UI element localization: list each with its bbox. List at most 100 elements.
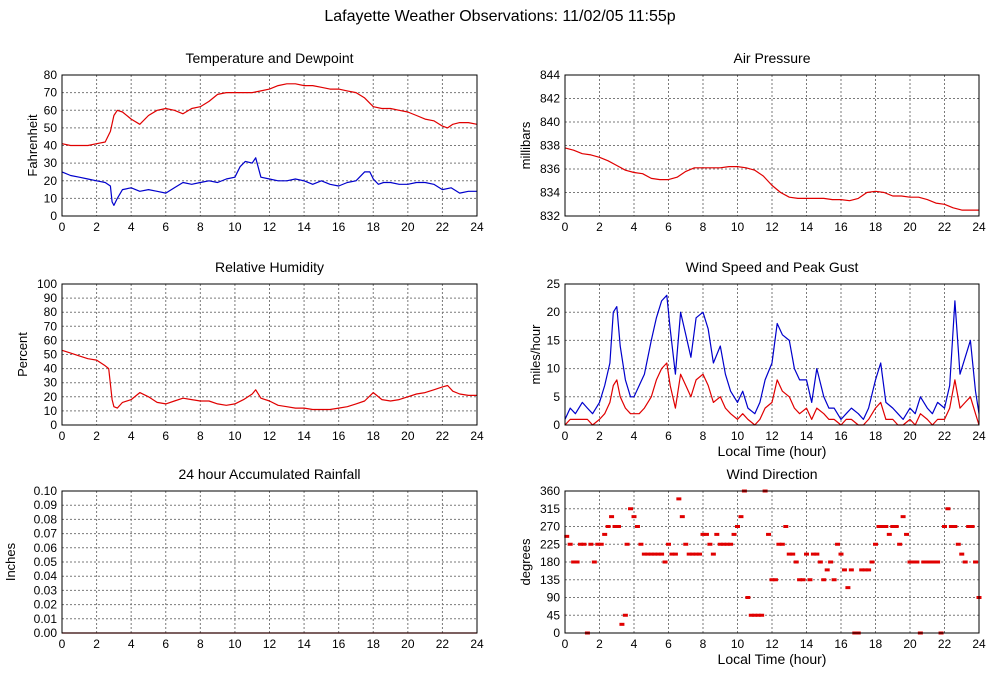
x-tick-label: 12	[765, 220, 779, 234]
data-point	[683, 542, 689, 546]
data-point	[793, 560, 799, 564]
data-point	[619, 622, 625, 626]
x-tick-label: 4	[128, 637, 135, 651]
y-tick-label: 180	[540, 555, 560, 569]
y-tick-label: 0.08	[34, 512, 58, 526]
data-point	[900, 515, 906, 519]
series-line-1	[61, 83, 478, 147]
x-tick-label: 6	[665, 220, 672, 234]
y-tick-label: 0.06	[34, 541, 58, 555]
x-tick-label: 24	[972, 637, 986, 651]
x-tick-label: 20	[401, 637, 415, 651]
data-point	[735, 525, 740, 528]
data-point	[955, 542, 961, 546]
y-tick-label: 50	[44, 348, 58, 362]
x-tick-label: 22	[938, 637, 952, 651]
x-tick-label: 4	[128, 220, 135, 234]
series-line-1	[564, 294, 980, 420]
data-point	[807, 578, 813, 582]
x-tick-label: 0	[562, 429, 569, 443]
data-point	[797, 578, 803, 582]
y-tick-label: 10	[44, 404, 58, 418]
y-tick-label: 0.04	[34, 569, 58, 583]
y-tick-label: 70	[44, 86, 58, 100]
data-point	[609, 515, 615, 519]
y-tick-label: 10	[44, 191, 58, 205]
y-tick-label: 844	[540, 68, 560, 82]
x-tick-label: 16	[834, 637, 848, 651]
data-point	[779, 542, 785, 546]
plot-frame	[61, 74, 478, 217]
y-axis-label: millibars	[518, 121, 533, 169]
data-point	[914, 560, 920, 564]
data-point	[952, 525, 958, 528]
data-point	[605, 525, 611, 528]
data-point	[628, 507, 634, 511]
data-point	[848, 568, 854, 572]
y-tick-label: 315	[540, 502, 560, 516]
x-tick-label: 8	[197, 429, 204, 443]
x-tick-label: 14	[297, 220, 311, 234]
x-tick-label: 24	[470, 220, 484, 234]
data-point	[942, 525, 947, 528]
chart-title: Temperature and Dewpoint	[185, 50, 353, 66]
y-axis-label: miles/hour	[528, 324, 543, 385]
data-point	[890, 525, 896, 528]
plot-frame	[61, 490, 478, 634]
data-point	[631, 515, 637, 519]
page-title: Lafayette Weather Observations: 11/02/05…	[324, 8, 676, 25]
data-point	[752, 613, 758, 617]
data-point	[700, 532, 706, 536]
x-tick-label: 16	[332, 220, 346, 234]
x-tick-label: 14	[800, 220, 814, 234]
chart-title: 24 hour Accumulated Rainfall	[178, 466, 360, 482]
data-point	[862, 568, 868, 572]
y-tick-label: 5	[553, 390, 560, 404]
data-point	[659, 552, 665, 556]
data-point	[602, 532, 608, 536]
data-point	[945, 507, 951, 511]
x-tick-label: 6	[162, 220, 169, 234]
x-tick-label: 2	[596, 637, 603, 651]
x-tick-label: 18	[367, 429, 381, 443]
data-point	[786, 552, 792, 556]
data-point	[869, 560, 875, 564]
y-tick-label: 0.00	[34, 626, 58, 640]
data-point	[876, 525, 882, 528]
x-tick-label: 4	[631, 637, 638, 651]
data-point	[662, 560, 668, 564]
data-point	[800, 578, 806, 582]
data-point	[738, 515, 744, 519]
data-point	[904, 532, 910, 536]
x-tick-label: 18	[869, 220, 883, 234]
data-point	[679, 515, 685, 519]
data-point	[717, 542, 723, 546]
data-point	[564, 534, 570, 538]
data-point	[714, 532, 720, 536]
x-tick-label: 8	[700, 220, 707, 234]
x-tick-label: 16	[332, 429, 346, 443]
x-tick-label: 12	[263, 220, 277, 234]
y-tick-label: 270	[540, 520, 560, 534]
y-tick-label: 0	[50, 418, 57, 432]
data-point	[652, 552, 658, 556]
data-point	[948, 525, 954, 528]
y-tick-label: 0	[553, 418, 560, 432]
y-tick-label: 15	[547, 333, 561, 347]
y-tick-label: 0.07	[34, 527, 58, 541]
data-point	[624, 542, 630, 546]
data-point	[907, 560, 913, 564]
series-line-2	[564, 362, 980, 426]
x-tick-label: 0	[59, 429, 66, 443]
data-point	[707, 542, 713, 546]
y-tick-label: 40	[44, 362, 58, 376]
x-tick-label: 22	[436, 220, 450, 234]
data-point	[598, 542, 604, 546]
y-tick-label: 0.10	[34, 484, 58, 498]
data-point	[703, 532, 709, 536]
x-tick-label: 2	[93, 429, 100, 443]
plot-frame	[564, 283, 980, 426]
data-point	[622, 613, 628, 617]
